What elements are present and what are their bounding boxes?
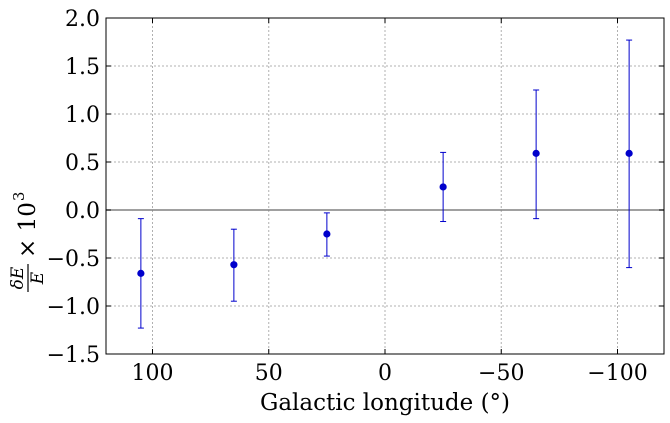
data-point bbox=[439, 183, 447, 191]
y-tick-labels: 2.0 1.5 1.0 0.5 0.0 −0.5 −1.0 −1.5 bbox=[47, 7, 100, 368]
y-tick-label: 1.0 bbox=[65, 103, 100, 128]
data-point bbox=[323, 230, 331, 238]
y-label-multiplier: × 10 bbox=[15, 202, 41, 258]
x-axis-label: Galactic longitude (°) bbox=[260, 390, 510, 416]
data-point bbox=[625, 149, 633, 157]
x-tick-label: 0 bbox=[378, 361, 392, 386]
y-tick-label: 1.5 bbox=[65, 55, 100, 80]
y-tick-label: −0.5 bbox=[47, 247, 100, 272]
x-tick-labels: 100 50 0 −50 −100 bbox=[132, 361, 648, 386]
y-label-numerator: δE bbox=[8, 266, 28, 289]
grid bbox=[106, 17, 664, 355]
x-tick-label: 100 bbox=[132, 361, 174, 386]
y-label-exponent: 3 bbox=[10, 192, 28, 202]
data-point bbox=[230, 261, 238, 269]
y-tick-label: 0.0 bbox=[65, 199, 100, 224]
data-point bbox=[137, 269, 145, 277]
y-axis-label: δE E × 10 3 bbox=[8, 192, 48, 292]
data-point bbox=[532, 149, 540, 157]
x-tick-label: −50 bbox=[478, 361, 524, 386]
y-tick-label: 2.0 bbox=[65, 7, 100, 32]
series bbox=[137, 39, 633, 329]
x-tick-label: −100 bbox=[587, 361, 647, 386]
y-tick-label: −1.0 bbox=[47, 295, 100, 320]
y-label-denominator: E bbox=[28, 271, 48, 285]
y-tick-label: −1.5 bbox=[47, 343, 100, 368]
ticks bbox=[106, 17, 664, 355]
y-tick-label: 0.5 bbox=[65, 151, 100, 176]
x-tick-label: 50 bbox=[255, 361, 283, 386]
